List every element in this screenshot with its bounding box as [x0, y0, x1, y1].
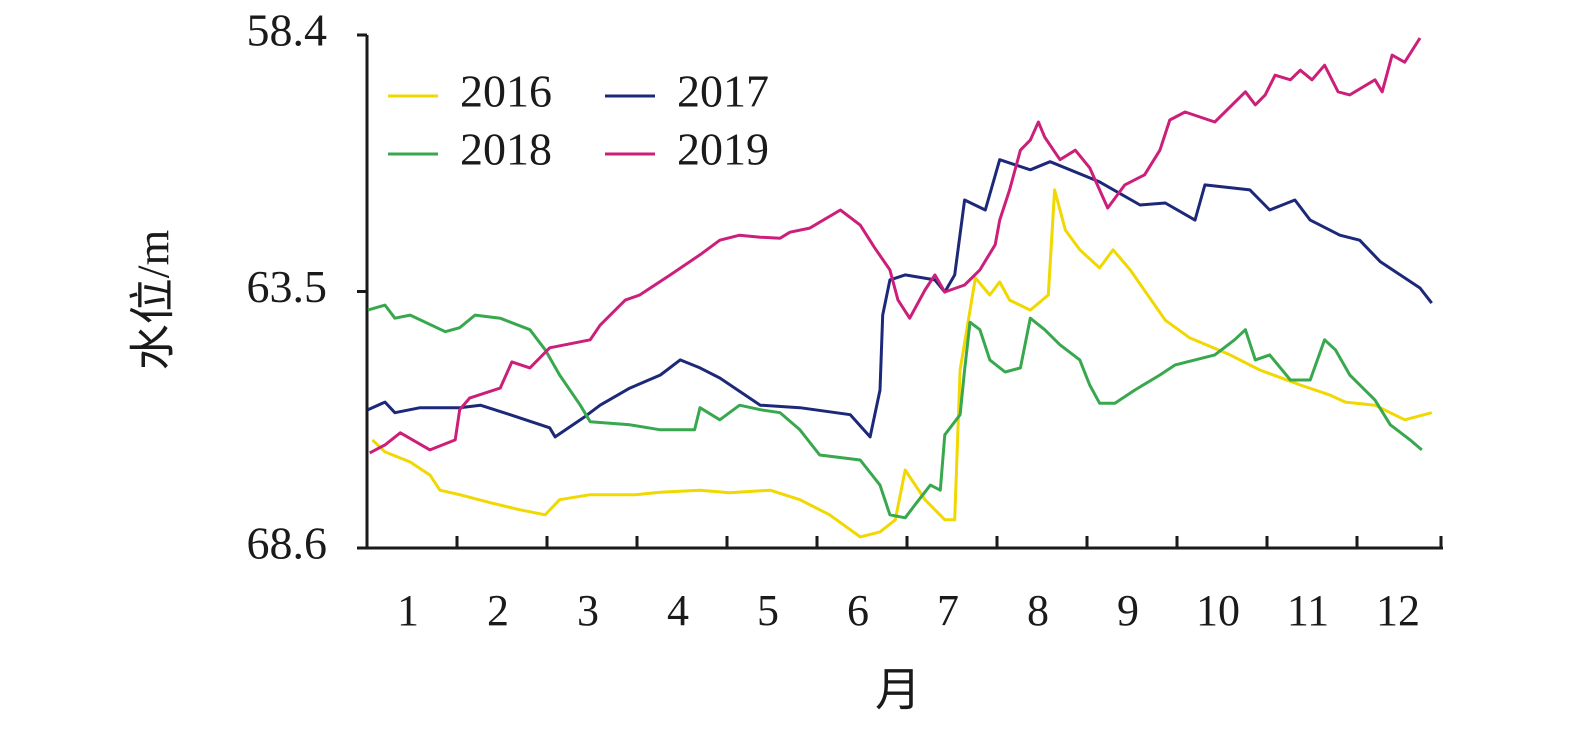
x-tick-label: 12: [1376, 586, 1420, 635]
x-tick-label: 5: [757, 586, 779, 635]
series-line: [367, 303, 1423, 520]
y-tick-label: 63.5: [247, 261, 328, 312]
x-tick-label: 7: [937, 586, 959, 635]
x-tick-label: 1: [397, 586, 419, 635]
x-tick-label: 3: [577, 586, 599, 635]
legend-label: 2017: [677, 66, 769, 117]
series-line: [371, 188, 1433, 539]
x-tick-label: 11: [1287, 586, 1329, 635]
series-line: [369, 37, 1422, 455]
y-axis-title: 水位/m: [128, 230, 179, 371]
x-axis-ticks: [455, 536, 1443, 548]
x-axis-title: 月: [875, 665, 921, 716]
x-tick-label: 8: [1027, 586, 1049, 635]
x-tick-label: 4: [667, 586, 689, 635]
x-tick-label: 10: [1196, 586, 1240, 635]
y-tick-label: 68.6: [247, 518, 328, 569]
x-tick-label: 2: [487, 586, 509, 635]
x-tick-label: 9: [1117, 586, 1139, 635]
legend-label: 2018: [460, 124, 552, 175]
legend-label: 2016: [460, 66, 552, 117]
series-line: [367, 158, 1433, 439]
legend-label: 2019: [677, 124, 769, 175]
y-tick-label: 58.4: [247, 5, 328, 56]
x-tick-label: 6: [847, 586, 869, 635]
